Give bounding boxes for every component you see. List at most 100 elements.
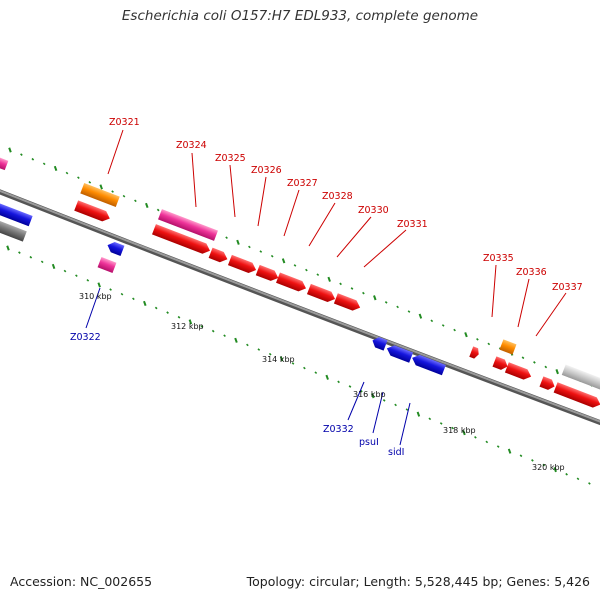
gene-label-z0324: Z0324: [176, 140, 207, 151]
gene-arrow: [386, 345, 414, 363]
upper-tick-mark: [555, 369, 559, 375]
lower-tick-mark: [120, 292, 124, 296]
lower-tick-mark: [132, 297, 135, 301]
gene-label-z0336: Z0336: [516, 267, 547, 278]
gene-arrow: [469, 346, 479, 359]
upper-tick-mark: [464, 332, 468, 338]
lower-tick-mark: [519, 454, 523, 458]
gene-arrow: [152, 224, 211, 254]
gene-arrow: [561, 364, 600, 394]
lower-tick-mark: [279, 356, 284, 362]
upper-tick-mark: [533, 361, 536, 364]
tick-tracks: [6, 147, 593, 485]
gene-label-psui: psuI: [359, 437, 379, 448]
upper-tick-mark: [441, 324, 445, 327]
upper-tick-mark: [65, 171, 69, 175]
upper-tick-mark: [281, 258, 286, 264]
gene-label-z0322: Z0322: [70, 332, 101, 343]
gene-label-z0321: Z0321: [109, 117, 140, 128]
gene-arrow: [553, 382, 600, 408]
lower-tick-mark: [474, 435, 477, 439]
lower-tick-mark: [416, 411, 421, 417]
lower-tick-mark: [542, 463, 546, 467]
upper-tick-mark: [453, 328, 456, 332]
lower-tick-mark: [109, 288, 112, 291]
lower-tick-mark: [63, 269, 67, 273]
upper-tick-mark: [407, 310, 411, 313]
lower-tick-mark: [428, 417, 432, 421]
gene-arrow: [107, 242, 125, 257]
upper-tick-mark: [42, 162, 46, 166]
gene-arrow: [412, 354, 446, 376]
lower-tick-mark: [188, 319, 193, 325]
lower-tick-mark: [394, 403, 397, 407]
lower-tick-mark: [451, 426, 454, 430]
gene-arrow: [504, 362, 532, 380]
lower-tick-mark: [553, 467, 557, 473]
gene-label-z0325: Z0325: [215, 153, 246, 164]
upper-tick-mark: [316, 273, 320, 276]
scale-labels: 310 kbp 312 kbp 314 kbp 316 kbp 318 kbp …: [79, 292, 565, 472]
gene-arrow: [539, 376, 555, 390]
lower-tick-mark: [246, 343, 249, 347]
lower-tick-mark: [177, 315, 181, 319]
lower-tick-mark: [234, 337, 238, 343]
lower-tick-mark: [40, 260, 44, 264]
lower-tick-mark: [337, 380, 340, 384]
gene-label-z0332: Z0332: [323, 424, 354, 435]
lower-tick-mark: [507, 448, 512, 454]
lower-tick-mark: [405, 408, 409, 411]
upper-tick-mark: [396, 305, 399, 309]
upper-tick-mark: [544, 365, 548, 369]
upper-tick-mark: [305, 268, 308, 272]
lower-tick-mark: [268, 352, 272, 356]
lower-tick-mark: [223, 334, 226, 338]
genome-backbone: [0, 189, 600, 426]
forward-gene-labels: Z0321 Z0324 Z0325 Z0326 Z0327 Z0328 Z033…: [109, 117, 583, 293]
scale-label-310: 310 kbp: [79, 292, 112, 301]
gene-label-z0327: Z0327: [287, 178, 318, 189]
upper-tick-mark: [99, 184, 103, 190]
upper-tick-mark: [293, 264, 297, 267]
upper-tick-mark: [430, 319, 434, 323]
reverse-gene-labels: Z0322 Z0332 psuI sidI: [70, 332, 404, 458]
scale-label-312: 312 kbp: [171, 322, 204, 331]
gene-label-z0330: Z0330: [358, 205, 389, 216]
lower-tick-mark: [75, 274, 78, 278]
gene-label-z0328: Z0328: [322, 191, 353, 202]
upper-tick-mark: [327, 276, 331, 282]
gene-arrow: [492, 356, 508, 370]
lower-tick-mark: [382, 399, 386, 402]
gene-arrow: [74, 200, 110, 222]
gene-arrow: [306, 283, 336, 303]
gene-arrow: [0, 218, 27, 242]
gene-arrow: [255, 264, 279, 281]
gene-arrow: [0, 155, 9, 171]
gene-arrow: [158, 209, 218, 241]
upper-tick-mark: [122, 194, 126, 198]
lower-tick-mark: [303, 366, 306, 370]
lower-tick-mark: [51, 263, 56, 270]
accession-text: Accession: NC_002655: [10, 574, 153, 589]
lower-tick-mark: [154, 306, 158, 310]
upper-tick-mark: [487, 342, 491, 346]
upper-tick-mark: [521, 356, 525, 360]
lower-tick-mark: [462, 430, 466, 436]
upper-tick-mark: [134, 199, 137, 203]
leader-lines: [85, 129, 567, 446]
lower-tick-mark: [6, 245, 10, 251]
lower-tick-mark: [325, 374, 329, 380]
lower-tick-mark: [18, 251, 21, 254]
upper-tick-mark: [362, 291, 365, 295]
lower-tick-mark: [143, 300, 147, 306]
lower-tick-mark: [588, 482, 591, 485]
upper-tick-mark: [88, 180, 92, 184]
scale-label-320: 320 kbp: [532, 463, 565, 472]
upper-tick-mark: [270, 254, 274, 258]
upper-tick-mark: [339, 282, 342, 286]
upper-tick-mark: [111, 190, 114, 193]
upper-tick-mark: [373, 295, 377, 301]
gene-arrow: [276, 272, 307, 292]
gene-arrow: [208, 247, 228, 263]
gene-label-z0335: Z0335: [483, 253, 514, 264]
